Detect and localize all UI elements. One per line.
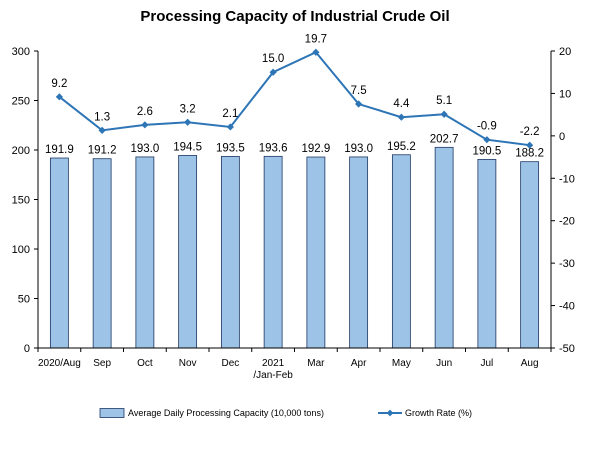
bar-data-label: 202.7 — [430, 133, 459, 145]
bar-data-label: 191.2 — [88, 145, 117, 157]
right-tick-label: 20 — [559, 46, 571, 58]
bar — [92, 158, 112, 349]
right-tick-label: -20 — [559, 216, 575, 228]
growth-rate-marker — [55, 93, 63, 101]
line-data-label: 2.6 — [137, 106, 153, 118]
growth-rate-marker — [397, 113, 405, 121]
right-tick-label: -50 — [559, 343, 575, 355]
line-data-label: 5.1 — [436, 95, 452, 107]
growth-rate-line — [58, 51, 530, 147]
plot-area: 050100150200250300-50-40-30-20-100102020… — [12, 33, 575, 381]
left-tick-label: 250 — [12, 96, 30, 108]
line-data-label: 3.2 — [180, 103, 196, 115]
bar — [263, 155, 283, 349]
growth-rate-marker — [440, 110, 448, 118]
x-tick-label: 2020/Aug — [38, 358, 81, 369]
right-tick-label: 0 — [559, 131, 565, 143]
growth-rate-marker — [526, 141, 534, 149]
bar — [477, 159, 497, 349]
right-tick-label: 10 — [559, 88, 571, 100]
line-data-label: 19.7 — [305, 33, 327, 45]
bar — [49, 157, 69, 349]
legend-swatch-marker — [386, 409, 394, 417]
bar — [349, 156, 369, 349]
legend: Average Daily Processing Capacity (10,00… — [99, 408, 472, 418]
line-data-label: -0.9 — [477, 121, 497, 133]
bar — [306, 156, 326, 349]
x-tick-label: Sep — [93, 358, 111, 369]
bar-data-label: 193.0 — [344, 143, 373, 155]
line-data-label: 2.1 — [222, 108, 238, 120]
legend-label-line: Growth Rate (%) — [405, 408, 472, 418]
line-data-label: 15.0 — [262, 53, 284, 65]
line-data-label: -2.2 — [520, 126, 540, 138]
left-tick-label: 0 — [24, 343, 30, 355]
bar — [178, 155, 198, 349]
growth-rate-marker — [184, 118, 192, 126]
growth-rate-marker — [355, 100, 363, 108]
line-data-label: 1.3 — [94, 111, 110, 123]
bar-data-label: 190.5 — [472, 145, 501, 157]
x-tick-label: Dec — [221, 358, 239, 369]
bar-data-label: 188.2 — [515, 148, 544, 160]
x-tick-label: 2021 — [262, 358, 285, 369]
x-tick-label: Jul — [480, 358, 493, 369]
growth-rate-marker — [269, 68, 277, 76]
bar — [391, 154, 411, 349]
left-tick-label: 300 — [12, 46, 30, 58]
x-tick-label: Apr — [351, 358, 367, 369]
x-tick-label: /Jan-Feb — [253, 370, 293, 381]
x-tick-label: Nov — [179, 358, 197, 369]
growth-rate-marker — [226, 123, 234, 131]
bar-data-label: 193.0 — [130, 143, 159, 155]
line-data-label: 9.2 — [51, 78, 67, 90]
left-tick-label: 50 — [18, 294, 30, 306]
bar-data-label: 193.5 — [216, 142, 245, 154]
bar — [434, 146, 454, 349]
x-tick-label: Oct — [137, 358, 153, 369]
bar — [220, 156, 240, 349]
chart-title: Processing Capacity of Industrial Crude … — [140, 8, 449, 25]
left-tick-label: 100 — [12, 244, 30, 256]
x-tick-label: Jun — [436, 358, 452, 369]
bar-data-label: 191.9 — [45, 144, 74, 156]
line-data-label: 4.4 — [393, 98, 410, 110]
bar-data-label: 195.2 — [387, 141, 416, 153]
growth-rate-marker — [483, 136, 491, 144]
legend-label-bar: Average Daily Processing Capacity (10,00… — [128, 408, 324, 418]
bar-data-label: 194.5 — [173, 141, 202, 153]
legend-swatch-bar — [99, 408, 125, 418]
x-tick-label: Aug — [521, 358, 539, 369]
bar-data-label: 193.6 — [259, 142, 288, 154]
left-tick-label: 150 — [12, 195, 30, 207]
left-tick-label: 200 — [12, 145, 30, 157]
growth-rate-marker — [98, 126, 106, 134]
right-tick-label: -40 — [559, 301, 575, 313]
x-tick-label: May — [392, 358, 411, 369]
x-tick-label: Mar — [307, 358, 325, 369]
bar-data-label: 192.9 — [301, 143, 330, 155]
growth-rate-marker — [312, 48, 320, 56]
bar — [520, 161, 540, 349]
bar — [135, 156, 155, 349]
line-data-label: 7.5 — [351, 85, 367, 97]
right-tick-label: -10 — [559, 173, 575, 185]
right-tick-label: -30 — [559, 258, 575, 270]
growth-rate-marker — [141, 121, 149, 129]
